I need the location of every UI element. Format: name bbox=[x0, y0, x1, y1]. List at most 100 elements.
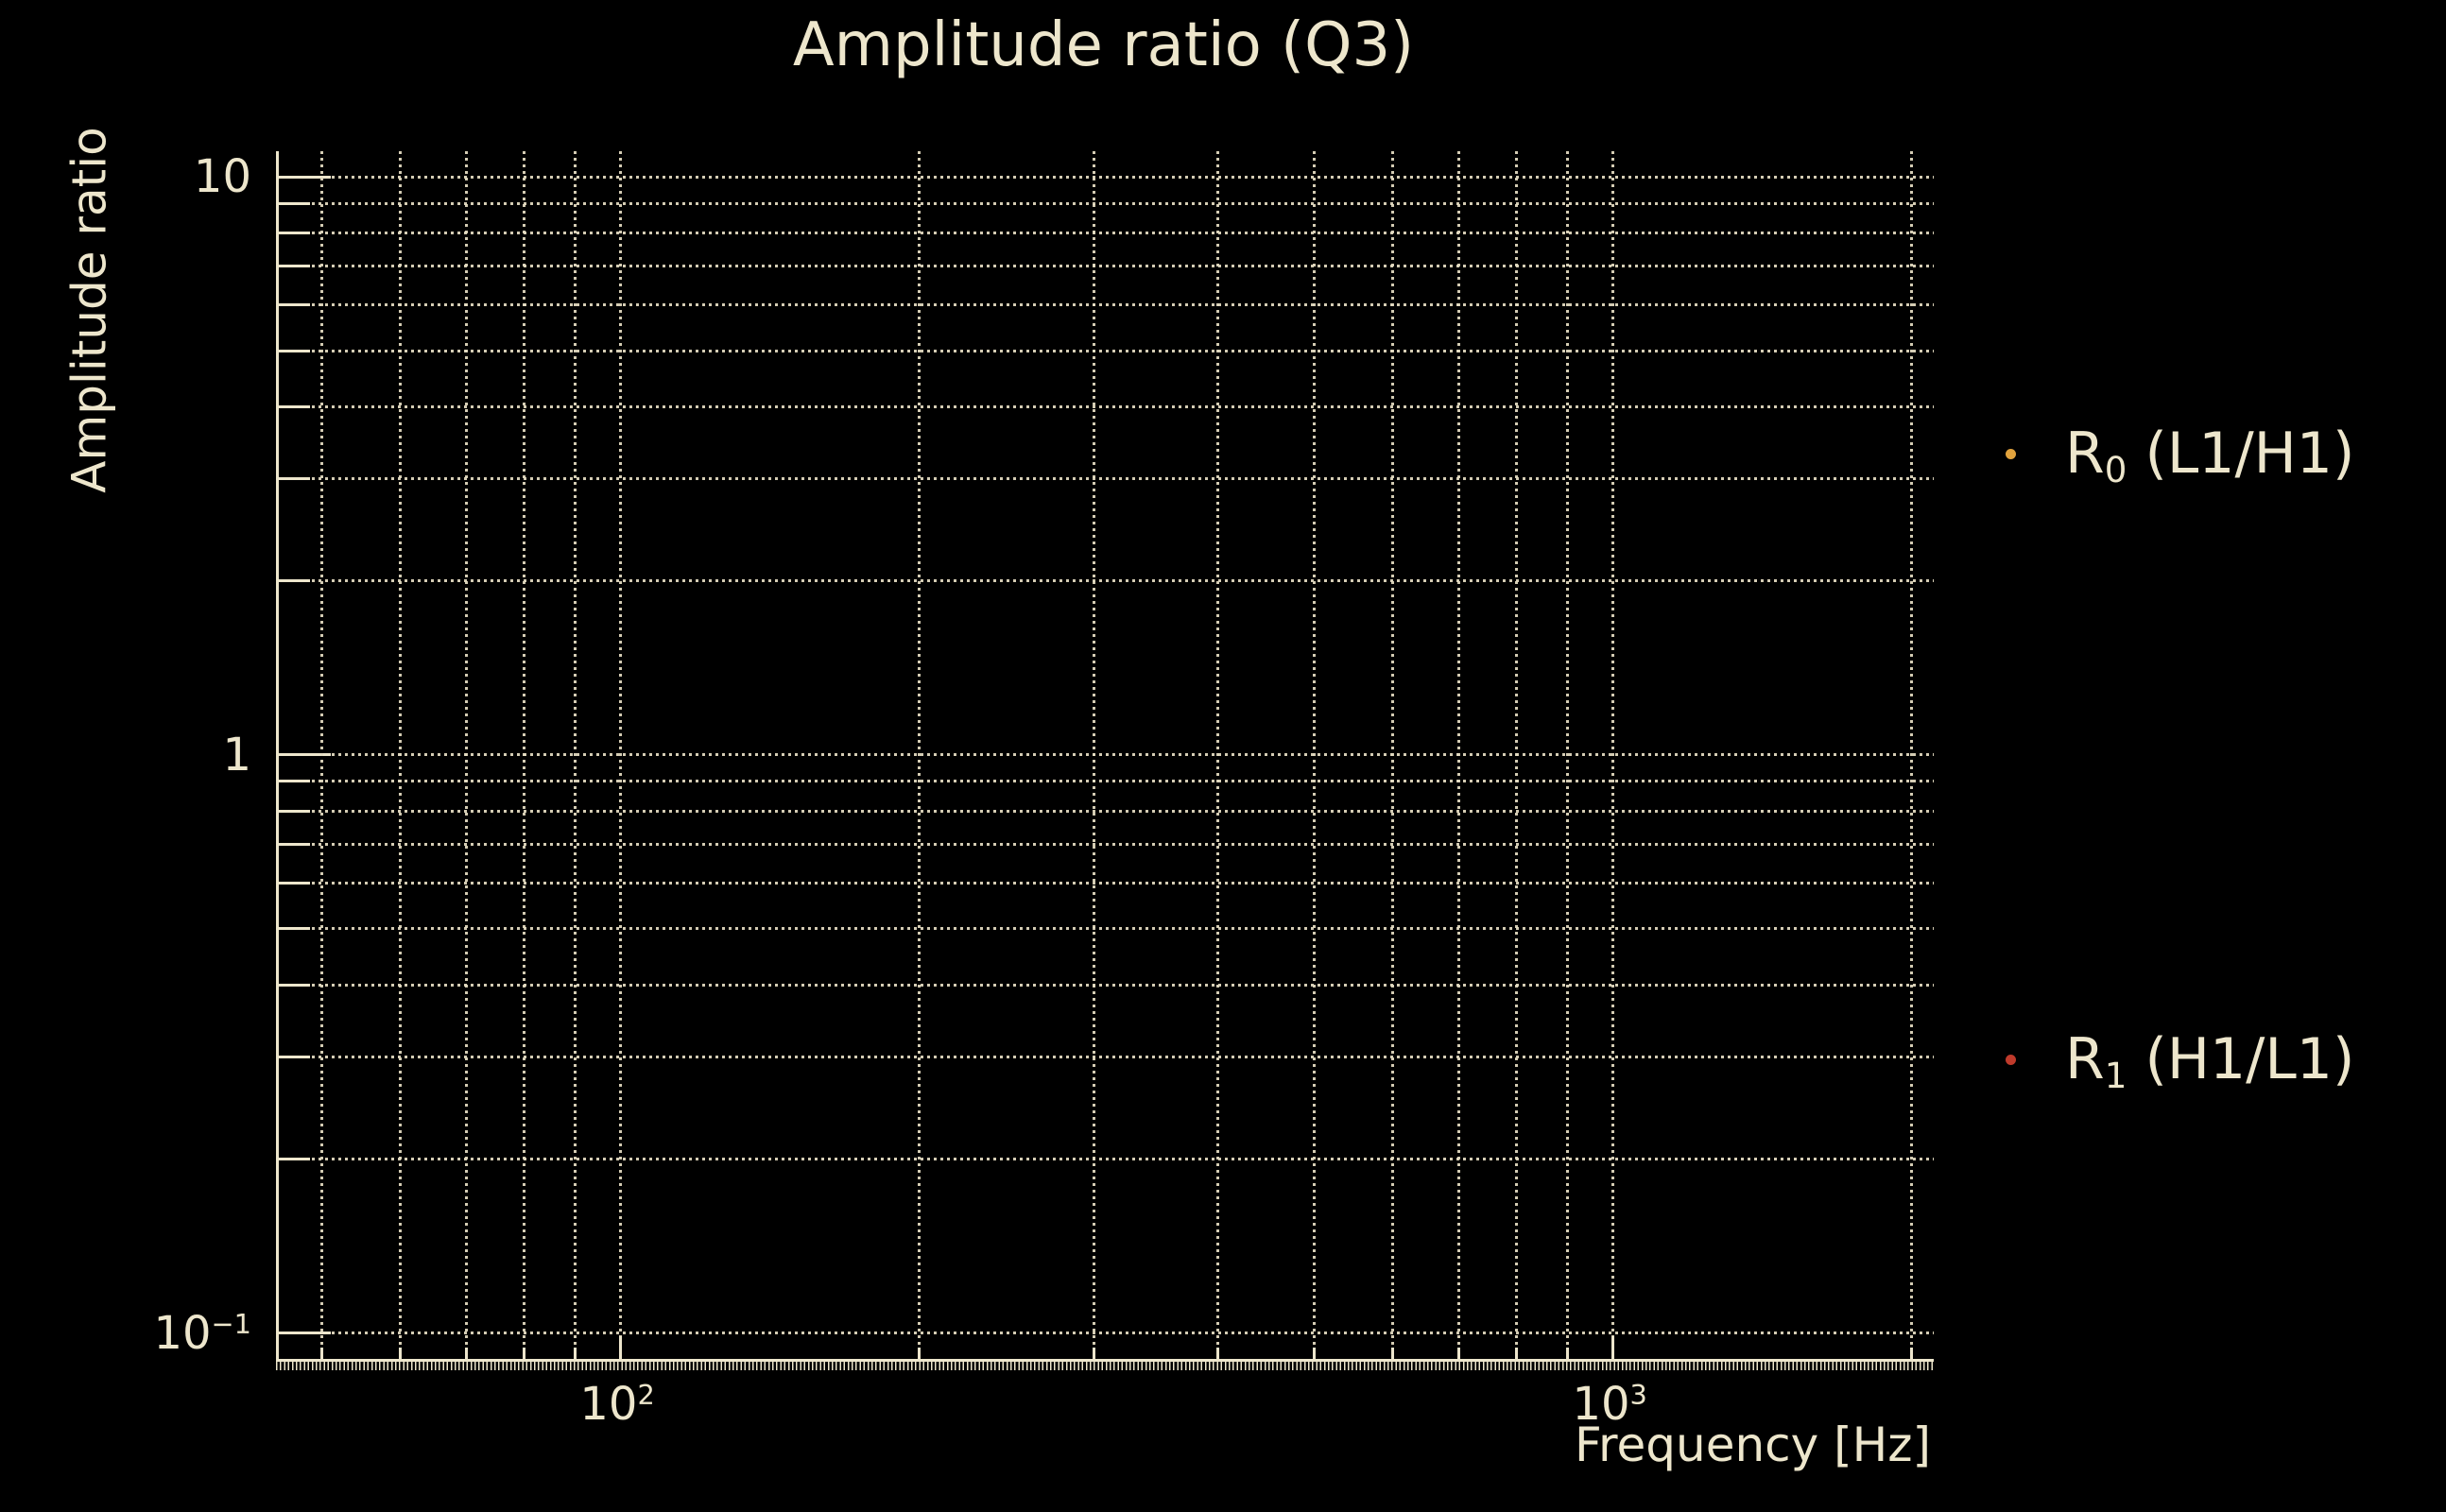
x-axis-minor-ruler-ticks bbox=[276, 1362, 1934, 1370]
y-tick-minor bbox=[279, 265, 310, 268]
h-gridline-major bbox=[279, 753, 1934, 757]
y-tick-minor bbox=[279, 231, 310, 234]
x-tick-exponent: 3 bbox=[1629, 1379, 1647, 1412]
y-tick-minor bbox=[279, 809, 310, 813]
y-tick-text: 10 bbox=[153, 1306, 212, 1360]
v-gridline-minor bbox=[573, 151, 577, 1359]
v-gridline-major bbox=[618, 151, 622, 1359]
v-gridline-minor bbox=[319, 151, 323, 1359]
v-gridline-minor bbox=[522, 151, 525, 1359]
v-gridline-major bbox=[1611, 151, 1614, 1359]
y-tick-minor bbox=[279, 927, 310, 931]
h-gridline-minor bbox=[279, 882, 1934, 885]
x-tick-minor bbox=[398, 1348, 402, 1359]
legend-label-main: R bbox=[2065, 421, 2105, 487]
y-tick-major bbox=[279, 753, 331, 757]
y-tick-label: 1 bbox=[0, 732, 251, 778]
y-tick-minor bbox=[279, 882, 310, 885]
legend-label-subscript: 0 bbox=[2104, 449, 2127, 491]
legend-entry: R1 (H1/L1) bbox=[2006, 1025, 2354, 1093]
v-gridline-minor bbox=[917, 151, 921, 1359]
h-gridline-major bbox=[279, 1332, 1934, 1335]
h-gridline-minor bbox=[279, 780, 1934, 783]
y-tick-minor bbox=[279, 404, 310, 408]
h-gridline-minor bbox=[279, 231, 1934, 234]
v-gridline-minor bbox=[1565, 151, 1569, 1359]
legend-label-rest: (H1/L1) bbox=[2127, 1026, 2355, 1092]
x-tick-minor bbox=[1390, 1348, 1394, 1359]
h-gridline-minor bbox=[279, 477, 1934, 481]
h-gridline-minor bbox=[279, 404, 1934, 408]
y-tick-minor bbox=[279, 1056, 310, 1059]
legend-label: R1 (H1/L1) bbox=[2065, 1031, 2354, 1093]
x-axis-label: Frequency [Hz] bbox=[1574, 1418, 1931, 1472]
x-tick-minor bbox=[1312, 1348, 1316, 1359]
h-gridline-minor bbox=[279, 579, 1934, 583]
h-gridline-minor bbox=[279, 265, 1934, 268]
y-tick-major bbox=[279, 175, 331, 179]
y-tick-minor bbox=[279, 303, 310, 307]
v-gridline-minor bbox=[1215, 151, 1219, 1359]
h-gridline-minor bbox=[279, 843, 1934, 847]
legend-label: R0 (L1/H1) bbox=[2065, 425, 2354, 488]
y-tick-minor bbox=[279, 201, 310, 205]
v-gridline-minor bbox=[398, 151, 402, 1359]
y-tick-minor bbox=[279, 780, 310, 783]
y-tick-text: 10 bbox=[193, 150, 251, 203]
h-gridline-minor bbox=[279, 1056, 1934, 1059]
x-tick-major bbox=[1611, 1336, 1614, 1359]
x-tick-minor bbox=[1565, 1348, 1569, 1359]
x-tick-major bbox=[618, 1336, 622, 1359]
x-tick-minor bbox=[1514, 1348, 1518, 1359]
v-gridline-minor bbox=[1514, 151, 1518, 1359]
v-gridline-minor bbox=[464, 151, 468, 1359]
y-tick-minor bbox=[279, 1157, 310, 1160]
h-gridline-minor bbox=[279, 983, 1934, 987]
y-tick-text: 1 bbox=[222, 728, 251, 782]
legend-label-main: R bbox=[2065, 1026, 2105, 1092]
legend-marker-dot-icon bbox=[2006, 448, 2016, 459]
y-tick-exponent: −1 bbox=[211, 1307, 251, 1340]
x-tick-minor bbox=[1909, 1348, 1913, 1359]
x-tick-label: 102 bbox=[579, 1382, 654, 1427]
x-tick-minor bbox=[573, 1348, 577, 1359]
h-gridline-minor bbox=[279, 303, 1934, 307]
h-gridline-minor bbox=[279, 809, 1934, 813]
legend-marker-dot-icon bbox=[2006, 1054, 2016, 1065]
h-gridline-major bbox=[279, 175, 1934, 179]
x-tick-exponent: 2 bbox=[637, 1379, 655, 1412]
x-tick-text: 10 bbox=[579, 1378, 638, 1431]
v-gridline-minor bbox=[1092, 151, 1095, 1359]
y-tick-minor bbox=[279, 477, 310, 481]
v-gridline-minor bbox=[1312, 151, 1316, 1359]
v-gridline-minor bbox=[1456, 151, 1460, 1359]
legend-entry: R0 (L1/H1) bbox=[2006, 420, 2354, 488]
x-tick-label: 103 bbox=[1572, 1382, 1646, 1427]
legend-label-rest: (L1/H1) bbox=[2127, 421, 2355, 487]
y-tick-minor bbox=[279, 843, 310, 847]
h-gridline-minor bbox=[279, 201, 1934, 205]
h-gridline-minor bbox=[279, 1157, 1934, 1160]
y-tick-label: 10−1 bbox=[0, 1307, 251, 1355]
v-gridline-minor bbox=[1390, 151, 1394, 1359]
y-tick-minor bbox=[279, 349, 310, 352]
y-tick-major bbox=[279, 1332, 331, 1335]
x-tick-text: 10 bbox=[1572, 1378, 1630, 1431]
y-tick-label: 10 bbox=[0, 154, 251, 199]
plot-area bbox=[276, 151, 1934, 1370]
x-tick-minor bbox=[1215, 1348, 1219, 1359]
x-tick-minor bbox=[1456, 1348, 1460, 1359]
x-tick-minor bbox=[1092, 1348, 1095, 1359]
legend-label-subscript: 1 bbox=[2104, 1055, 2127, 1097]
chart-title: Amplitude ratio (Q3) bbox=[792, 10, 1415, 80]
x-tick-minor bbox=[464, 1348, 468, 1359]
h-gridline-minor bbox=[279, 927, 1934, 931]
x-tick-minor bbox=[917, 1348, 921, 1359]
h-gridline-minor bbox=[279, 349, 1934, 352]
x-tick-minor bbox=[522, 1348, 525, 1359]
y-tick-minor bbox=[279, 579, 310, 583]
y-tick-minor bbox=[279, 983, 310, 987]
x-tick-minor bbox=[319, 1348, 323, 1359]
v-gridline-minor bbox=[1909, 151, 1913, 1359]
